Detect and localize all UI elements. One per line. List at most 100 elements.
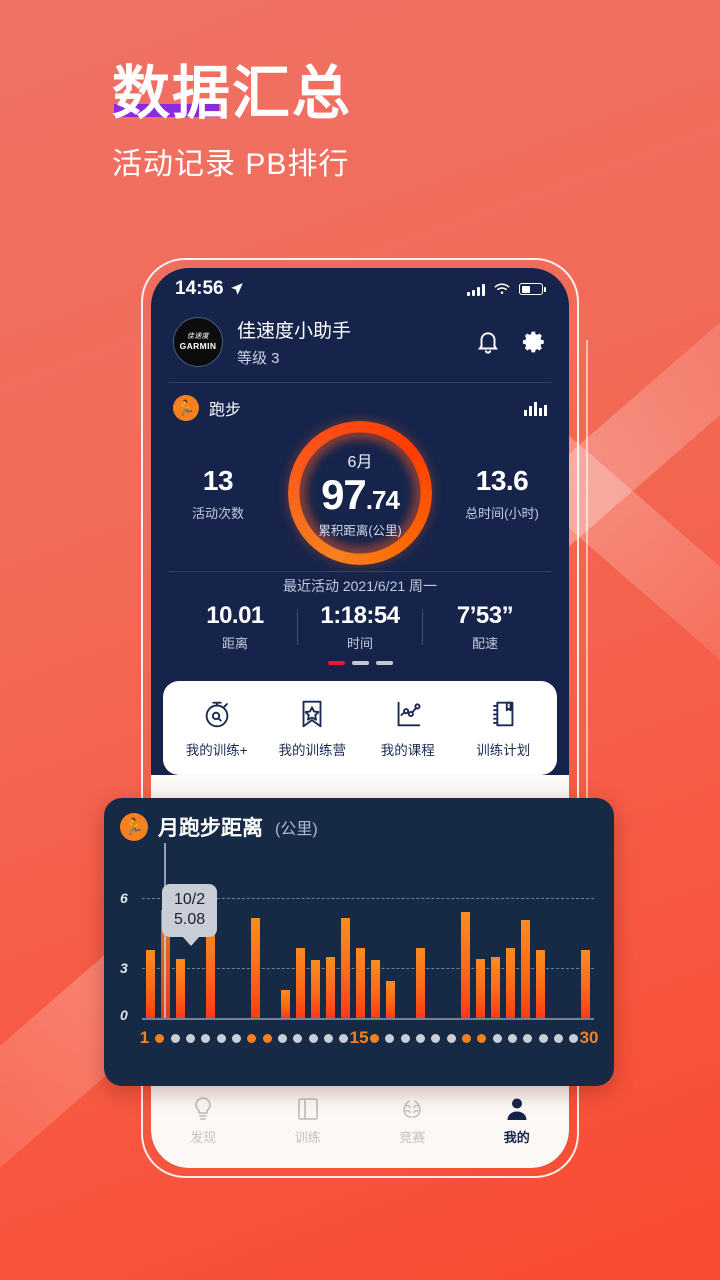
gear-icon[interactable] bbox=[521, 329, 547, 355]
chart-bar-slot[interactable] bbox=[489, 878, 502, 1018]
x-axis-dot[interactable] bbox=[431, 1033, 441, 1043]
x-axis-dot[interactable] bbox=[385, 1033, 395, 1043]
menu-item-my-camp[interactable]: 我的训练营 bbox=[269, 695, 355, 759]
x-axis-dot[interactable] bbox=[400, 1033, 410, 1043]
menu-item-training-plan[interactable]: 训练计划 bbox=[460, 695, 546, 759]
nav-item-competition[interactable]: 竞赛 bbox=[360, 1095, 465, 1146]
x-axis-dot[interactable] bbox=[323, 1033, 333, 1043]
chart-bar-slot[interactable] bbox=[369, 878, 382, 1018]
ring-content: 6月 97.74 累积距离(公里) bbox=[282, 415, 438, 571]
chart-bar[interactable] bbox=[280, 990, 290, 1018]
x-axis-dot[interactable] bbox=[293, 1033, 303, 1043]
chart-bar-slot[interactable] bbox=[549, 878, 562, 1018]
chart-bar[interactable] bbox=[580, 950, 590, 1018]
x-axis-dot[interactable] bbox=[186, 1033, 195, 1043]
chart-bar-slot[interactable] bbox=[414, 878, 427, 1018]
chart-bar-slot[interactable] bbox=[144, 878, 157, 1018]
chart-bar-slot[interactable] bbox=[564, 878, 577, 1018]
menu-item-label: 我的训练+ bbox=[185, 743, 248, 758]
chart-bar[interactable] bbox=[385, 980, 395, 1018]
pagination-dot-1[interactable] bbox=[327, 661, 345, 665]
chart-bar[interactable] bbox=[145, 950, 155, 1018]
chart-bar-slot[interactable] bbox=[534, 878, 547, 1018]
x-axis-dot[interactable] bbox=[569, 1033, 579, 1043]
recent-distance-value: 10.01 bbox=[206, 602, 264, 629]
chart-bar-slot[interactable] bbox=[264, 878, 277, 1018]
chart-bar[interactable] bbox=[250, 918, 260, 1018]
x-axis-dot[interactable] bbox=[216, 1033, 226, 1043]
chart-bar-slot[interactable] bbox=[249, 878, 262, 1018]
chart-bar[interactable] bbox=[505, 948, 515, 1018]
x-axis-dot[interactable] bbox=[339, 1033, 349, 1043]
chart-bar[interactable] bbox=[460, 911, 470, 1018]
chart-bar-slot[interactable] bbox=[399, 878, 412, 1018]
nav-item-discover[interactable]: 发现 bbox=[151, 1095, 256, 1146]
chart-bar[interactable] bbox=[310, 959, 320, 1018]
y-tick-6: 6 bbox=[120, 890, 128, 906]
chart-bar-slot[interactable] bbox=[384, 878, 397, 1018]
x-axis-dot[interactable] bbox=[231, 1033, 241, 1043]
bell-icon[interactable] bbox=[475, 329, 501, 355]
distance-ring[interactable]: 6月 97.74 累积距离(公里) bbox=[282, 415, 438, 571]
chart-bar[interactable] bbox=[205, 918, 215, 1018]
nav-item-training[interactable]: 训练 bbox=[256, 1095, 361, 1146]
chart-bar[interactable] bbox=[490, 956, 500, 1018]
chart-bar-slot[interactable] bbox=[459, 878, 472, 1018]
chart-bar[interactable] bbox=[295, 948, 305, 1018]
x-axis-dot[interactable] bbox=[262, 1033, 272, 1043]
x-axis-dot[interactable] bbox=[461, 1033, 471, 1043]
chart-bar-slot[interactable] bbox=[339, 878, 352, 1018]
x-axis-dot[interactable] bbox=[415, 1033, 425, 1043]
chart-bar-slot[interactable] bbox=[579, 878, 592, 1018]
chart-bar[interactable] bbox=[175, 958, 185, 1018]
notebook-icon bbox=[460, 695, 546, 733]
chart-bar-slot[interactable] bbox=[309, 878, 322, 1018]
chart-bar-slot[interactable] bbox=[219, 878, 232, 1018]
chart-bar-slot[interactable] bbox=[354, 878, 367, 1018]
x-axis-dot[interactable] bbox=[170, 1033, 180, 1043]
x-axis-dot[interactable] bbox=[507, 1033, 517, 1043]
chart-bar-slot[interactable] bbox=[429, 878, 442, 1018]
x-axis-dot[interactable] bbox=[492, 1033, 502, 1043]
chart-bar-slot[interactable] bbox=[444, 878, 457, 1018]
chart-bar-slot[interactable] bbox=[174, 878, 187, 1018]
x-axis-dot[interactable] bbox=[155, 1033, 165, 1043]
chart-bar-slot[interactable] bbox=[324, 878, 337, 1018]
menu-item-my-training[interactable]: 我的训练+ bbox=[174, 695, 260, 759]
x-axis-dot[interactable] bbox=[553, 1033, 563, 1043]
chart-bar-slot[interactable] bbox=[204, 878, 217, 1018]
chart-bar-slot[interactable] bbox=[504, 878, 517, 1018]
x-axis-dot[interactable] bbox=[446, 1033, 456, 1043]
pagination-dot-2[interactable] bbox=[351, 661, 369, 665]
recent-activity-section[interactable]: 最近活动 2021/6/21 周一 10.01 距离 1:18:54 时间 7’… bbox=[151, 572, 569, 671]
chart-bar[interactable] bbox=[325, 956, 335, 1018]
chart-bar-slot[interactable] bbox=[474, 878, 487, 1018]
menu-item-my-course[interactable]: 我的课程 bbox=[365, 695, 451, 759]
chart-bar[interactable] bbox=[415, 948, 425, 1018]
chart-bar-slot[interactable] bbox=[294, 878, 307, 1018]
bar-chart-icon[interactable] bbox=[524, 401, 547, 416]
chart-bar-slot[interactable] bbox=[279, 878, 292, 1018]
recent-pagination[interactable] bbox=[173, 661, 547, 665]
chart-bar-slot[interactable] bbox=[234, 878, 247, 1018]
chart-bar[interactable] bbox=[355, 948, 365, 1018]
pagination-dot-3[interactable] bbox=[375, 661, 393, 665]
x-axis-dot[interactable] bbox=[477, 1033, 487, 1043]
x-axis-dot[interactable] bbox=[247, 1033, 257, 1043]
avatar[interactable]: 佳速度 GARMIN bbox=[173, 317, 223, 367]
chart-bar[interactable] bbox=[340, 918, 350, 1018]
nav-item-mine[interactable]: 我的 bbox=[465, 1095, 570, 1146]
x-axis-dot[interactable] bbox=[369, 1033, 379, 1043]
x-axis-dot[interactable] bbox=[538, 1033, 548, 1043]
chart-bar[interactable] bbox=[535, 950, 545, 1018]
chart-bar[interactable] bbox=[475, 958, 485, 1018]
chart-bar-slot[interactable] bbox=[519, 878, 532, 1018]
x-axis-dot[interactable] bbox=[277, 1033, 287, 1043]
x-axis-dot[interactable] bbox=[523, 1033, 533, 1043]
x-axis-dot[interactable] bbox=[201, 1033, 211, 1043]
x-axis-dot[interactable] bbox=[308, 1033, 318, 1043]
chart-bar[interactable] bbox=[370, 959, 380, 1018]
bottom-navigation: 发现 训练 竞赛 bbox=[151, 1084, 569, 1168]
run-sport-selector[interactable]: 🏃 跑步 bbox=[173, 395, 241, 421]
chart-bar[interactable] bbox=[520, 920, 530, 1018]
